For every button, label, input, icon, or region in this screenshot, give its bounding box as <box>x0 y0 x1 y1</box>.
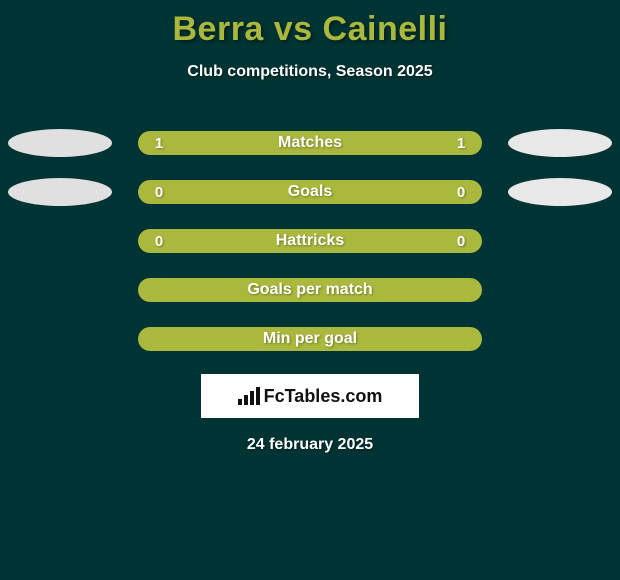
stat-bar: 1 Matches 1 <box>138 131 482 155</box>
player-left-ellipse <box>8 178 112 206</box>
stat-label: Matches <box>174 134 446 152</box>
stat-bar: Goals per match <box>138 278 482 302</box>
player-right-ellipse <box>508 129 612 157</box>
stat-rows: 1 Matches 1 0 Goals 0 0 Hattricks 0 Goal… <box>0 129 620 353</box>
stat-bar: 0 Goals 0 <box>138 180 482 204</box>
stat-left-value: 0 <box>144 233 174 250</box>
stat-left-value: 0 <box>144 184 174 201</box>
stat-row: 1 Matches 1 <box>0 129 620 157</box>
stat-row: 0 Goals 0 <box>0 178 620 206</box>
stat-label: Min per goal <box>174 330 446 348</box>
bar-chart-icon <box>238 387 260 405</box>
stat-bar: Min per goal <box>138 327 482 351</box>
logo-box: FcTables.com <box>201 374 419 418</box>
stat-label: Hattricks <box>174 232 446 250</box>
stat-row: 0 Hattricks 0 <box>0 227 620 255</box>
stat-left-value: 1 <box>144 135 174 152</box>
stat-right-value: 0 <box>446 233 476 250</box>
stat-row: Goals per match <box>0 276 620 304</box>
stat-row: Min per goal <box>0 325 620 353</box>
logo: FcTables.com <box>238 386 383 407</box>
stat-right-value: 1 <box>446 135 476 152</box>
page-subtitle: Club competitions, Season 2025 <box>0 63 620 81</box>
logo-text: FcTables.com <box>264 386 383 407</box>
player-left-ellipse <box>8 129 112 157</box>
page-title: Berra vs Cainelli <box>0 0 620 49</box>
stat-right-value: 0 <box>446 184 476 201</box>
stat-label: Goals per match <box>174 281 446 299</box>
stat-label: Goals <box>174 183 446 201</box>
date-text: 24 february 2025 <box>0 436 620 454</box>
stat-bar: 0 Hattricks 0 <box>138 229 482 253</box>
player-right-ellipse <box>508 178 612 206</box>
